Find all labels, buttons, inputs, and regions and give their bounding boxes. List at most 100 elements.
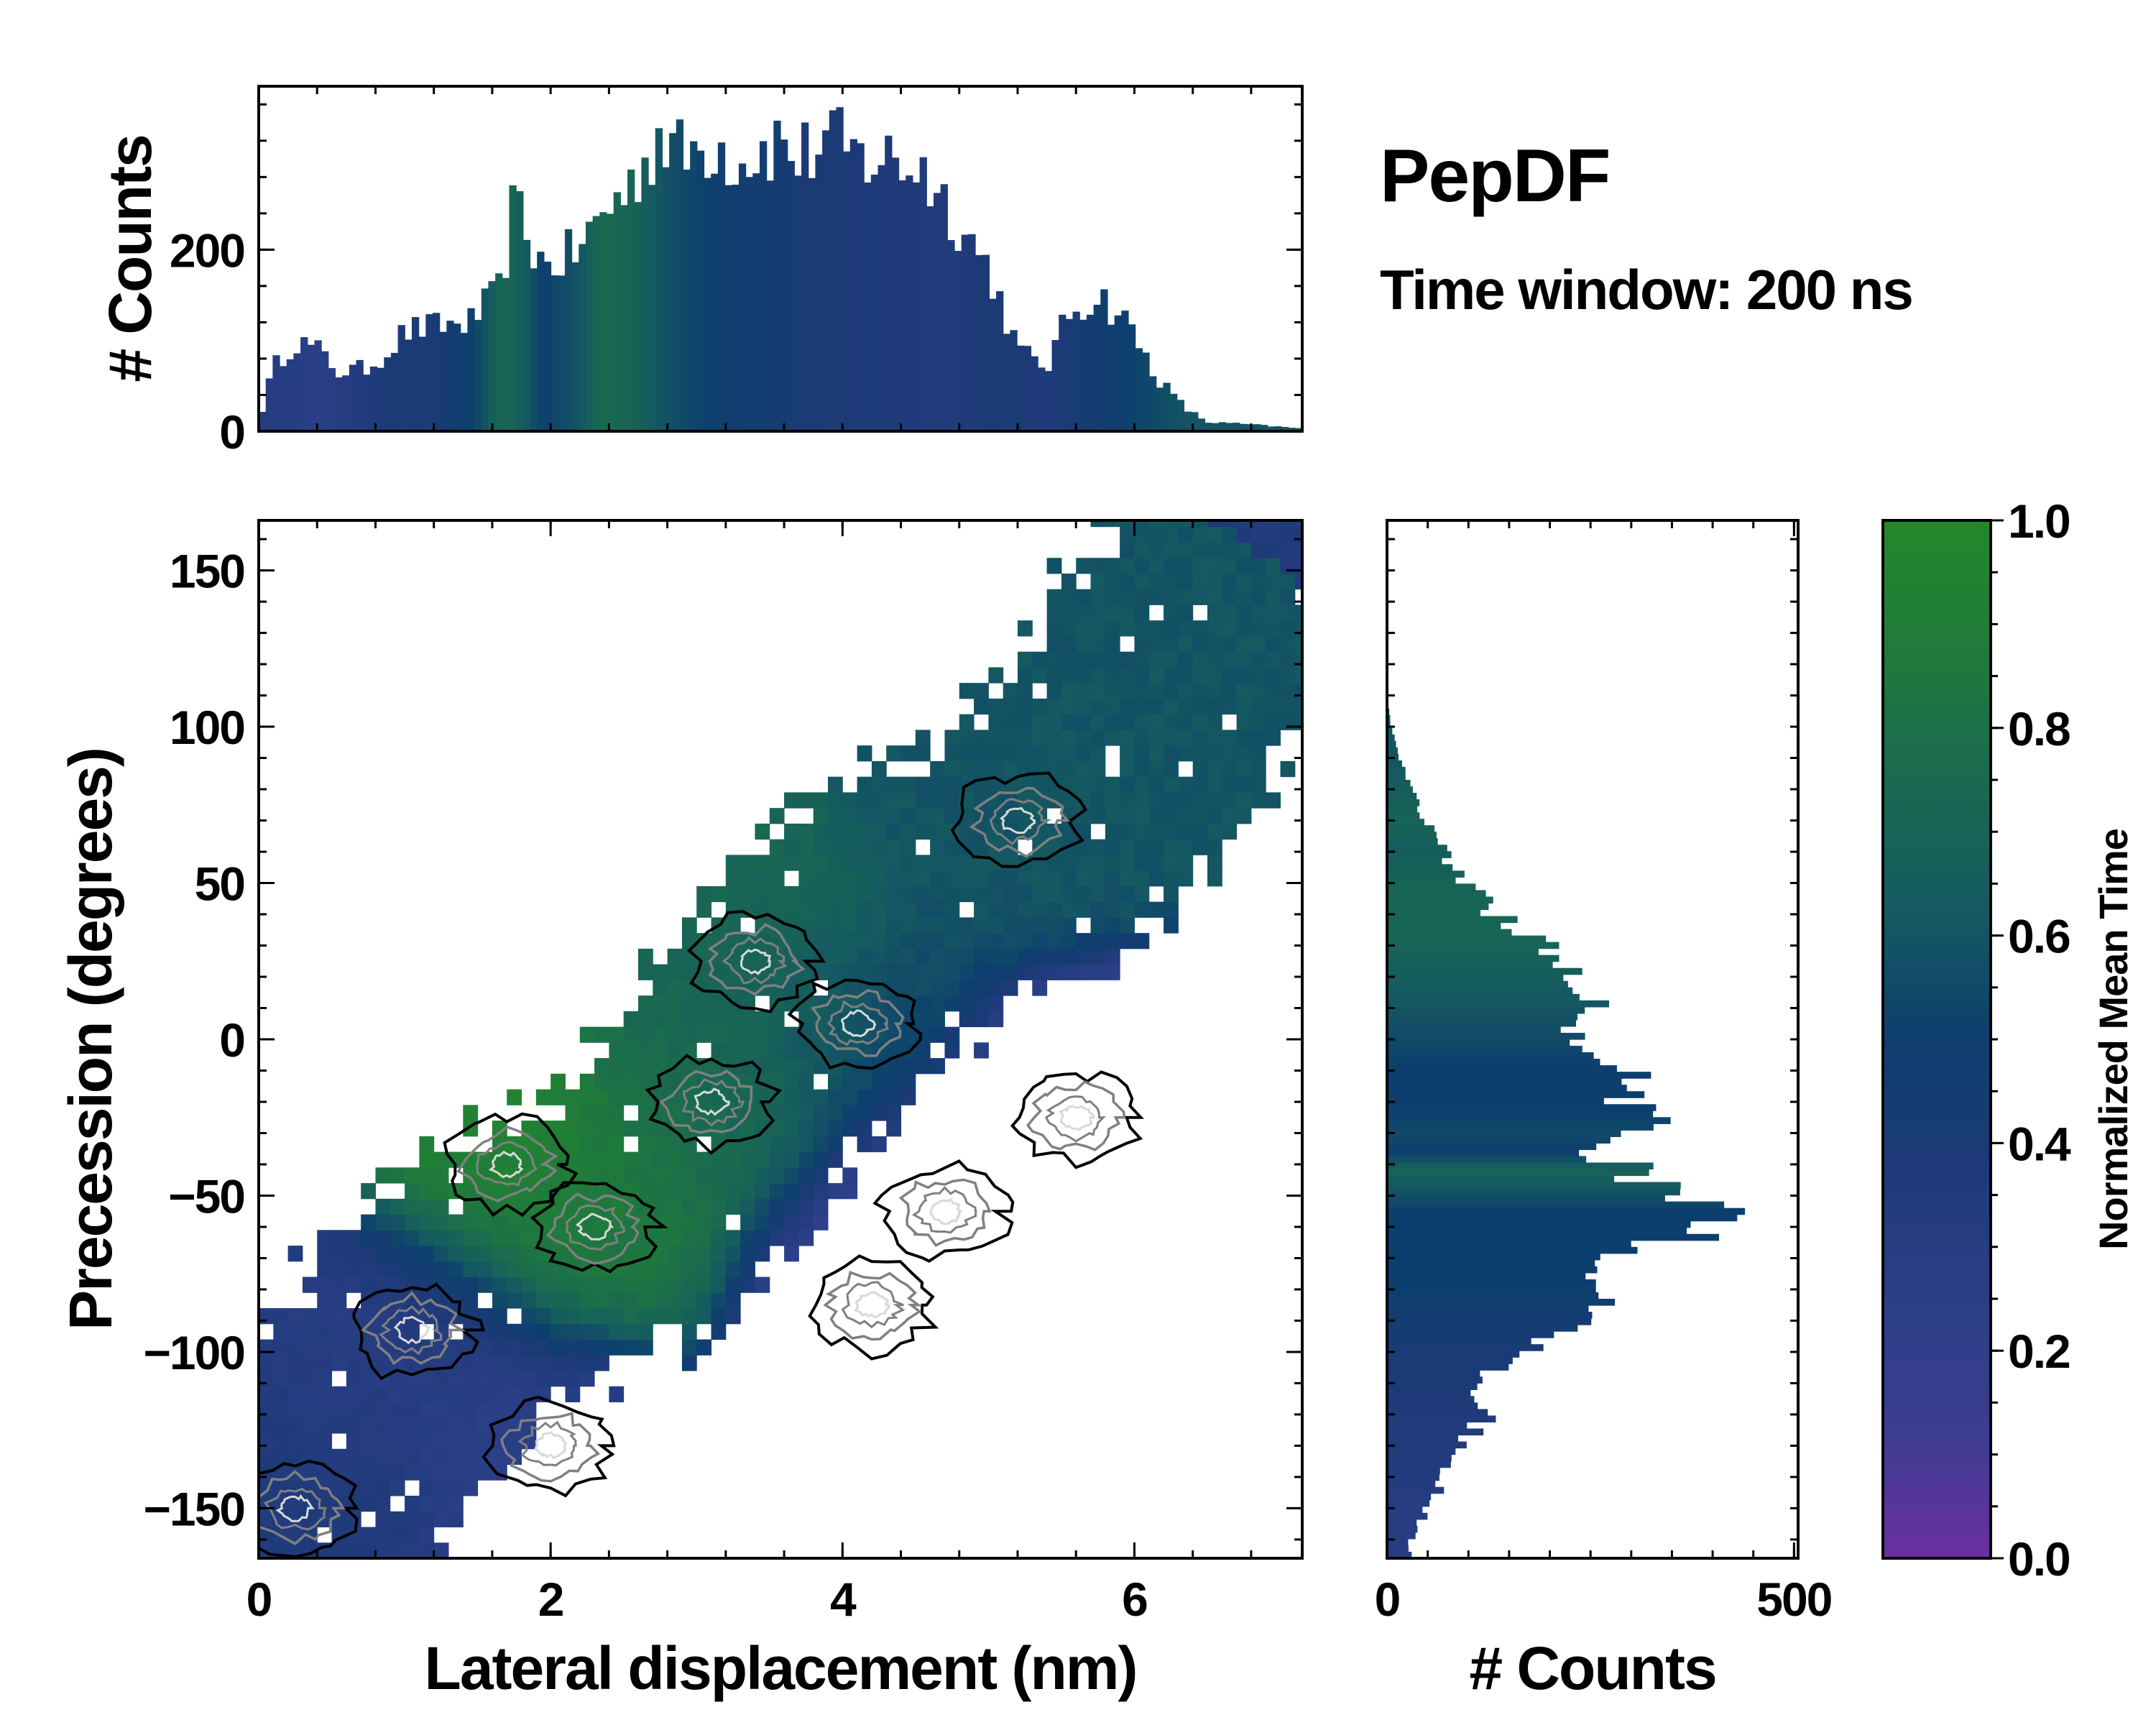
heatmap-cell (1222, 542, 1238, 558)
chart-subtitle: Time window: 200 ns (1380, 258, 1912, 321)
heatmap-cell (1076, 714, 1092, 730)
heatmap-cell (1222, 620, 1238, 637)
heatmap-cell (594, 1276, 609, 1293)
heatmap-cell (915, 1026, 931, 1043)
main-ylabel: Precession (degrees) (57, 748, 124, 1330)
right-histogram-bar (1387, 1467, 1440, 1475)
heatmap-cell (798, 1151, 814, 1168)
heatmap-cell (900, 1058, 916, 1075)
heatmap-cell (390, 1230, 405, 1246)
heatmap-cell (1076, 589, 1092, 605)
top-histogram-bar (446, 321, 454, 431)
y-tick-label: −100 (143, 1326, 244, 1379)
heatmap-cell (784, 1183, 799, 1200)
heatmap-cell (828, 1105, 843, 1121)
top-histogram-bar (954, 251, 962, 431)
top-histogram-bar (356, 359, 364, 431)
heatmap-cell (696, 1276, 712, 1293)
heatmap-cell (507, 1214, 522, 1230)
heatmap-cell (390, 1323, 405, 1340)
heatmap-cell (1207, 520, 1222, 528)
heatmap-cell (944, 745, 960, 762)
heatmap-cell (915, 980, 931, 996)
heatmap-cell (1134, 808, 1150, 824)
right-histogram-bar (1387, 1312, 1593, 1319)
heatmap-cell (769, 855, 785, 871)
heatmap-cell (1120, 520, 1135, 528)
top-histogram-bar (926, 206, 934, 431)
top-histogram-bar (280, 366, 287, 431)
heatmap-cell (375, 1433, 391, 1450)
heatmap-cell (769, 1167, 785, 1184)
heatmap-cell (331, 1480, 347, 1496)
heatmap-cell (521, 1292, 537, 1309)
heatmap-cell (959, 855, 975, 871)
heatmap-cell (419, 1464, 435, 1481)
heatmap-cell (828, 1042, 843, 1059)
heatmap-cell (375, 1417, 391, 1434)
right-histogram-bar (1387, 948, 1539, 956)
heatmap-cell (696, 1308, 712, 1325)
heatmap-cell (959, 683, 975, 699)
heatmap-cell (273, 1386, 289, 1403)
heatmap-cell (667, 1136, 683, 1153)
heatmap-cell (623, 1058, 639, 1075)
heatmap-cell (1207, 667, 1222, 684)
heatmap-cell (1046, 558, 1062, 574)
heatmap-cell (346, 1527, 361, 1543)
heatmap-cell (1207, 542, 1222, 558)
top-histogram-bar (766, 180, 774, 431)
right-histogram-bar (1387, 1454, 1452, 1462)
heatmap-cell (725, 1183, 741, 1200)
heatmap-cell (375, 1214, 391, 1230)
heatmap-cell (944, 808, 960, 824)
heatmap-cell (1003, 980, 1018, 996)
top-histogram-bar (787, 160, 795, 431)
heatmap-cell (405, 1417, 420, 1434)
heatmap-cell (1250, 604, 1266, 621)
heatmap-cell (711, 1042, 727, 1059)
heatmap-cell (375, 1511, 391, 1528)
contour-line (1026, 1080, 1126, 1151)
contour-line (1044, 1095, 1106, 1143)
heatmap-cell (1134, 604, 1150, 621)
heatmap-cell (667, 948, 683, 965)
heatmap-cell (886, 870, 902, 887)
heatmap-cell (405, 1448, 420, 1466)
heatmap-cell (653, 1230, 668, 1246)
heatmap-cell (1280, 683, 1296, 699)
top-histogram-bar (1204, 423, 1212, 431)
heatmap-cell (784, 1058, 799, 1075)
top-histogram-bar (864, 182, 872, 432)
top-histogram-bar (550, 275, 558, 431)
heatmap-cell (1148, 651, 1164, 668)
heatmap-cell (1076, 620, 1092, 637)
heatmap-cell (871, 1136, 887, 1153)
heatmap-cell (828, 948, 843, 965)
heatmap-cell (974, 886, 989, 903)
heatmap-cell (287, 1371, 303, 1387)
right-histogram-bar (1387, 864, 1453, 871)
heatmap-cell (1032, 948, 1048, 965)
heatmap-cell (419, 1183, 435, 1200)
heatmap-cell (492, 1308, 507, 1325)
heatmap-cell (900, 776, 916, 793)
heatmap-cell (784, 792, 799, 809)
heatmap-cell (769, 1026, 785, 1043)
heatmap-cell (1090, 855, 1106, 871)
heatmap-cell (419, 1246, 435, 1262)
heatmap-cell (1032, 714, 1048, 730)
heatmap-cell (361, 1448, 376, 1466)
heatmap-cell (1192, 823, 1208, 840)
heatmap-cell (886, 792, 902, 809)
heatmap-cell (1178, 620, 1194, 637)
heatmap-cell (653, 1167, 668, 1184)
heatmap-cell (1294, 542, 1302, 558)
heatmap-cell (1134, 698, 1150, 715)
right-histogram-bar (1387, 870, 1465, 878)
heatmap-cell (1294, 520, 1302, 528)
heatmap-cell (886, 855, 902, 871)
heatmap-cell (1148, 520, 1164, 528)
top-histogram-bar (885, 135, 893, 431)
heatmap-cell (463, 1214, 479, 1230)
